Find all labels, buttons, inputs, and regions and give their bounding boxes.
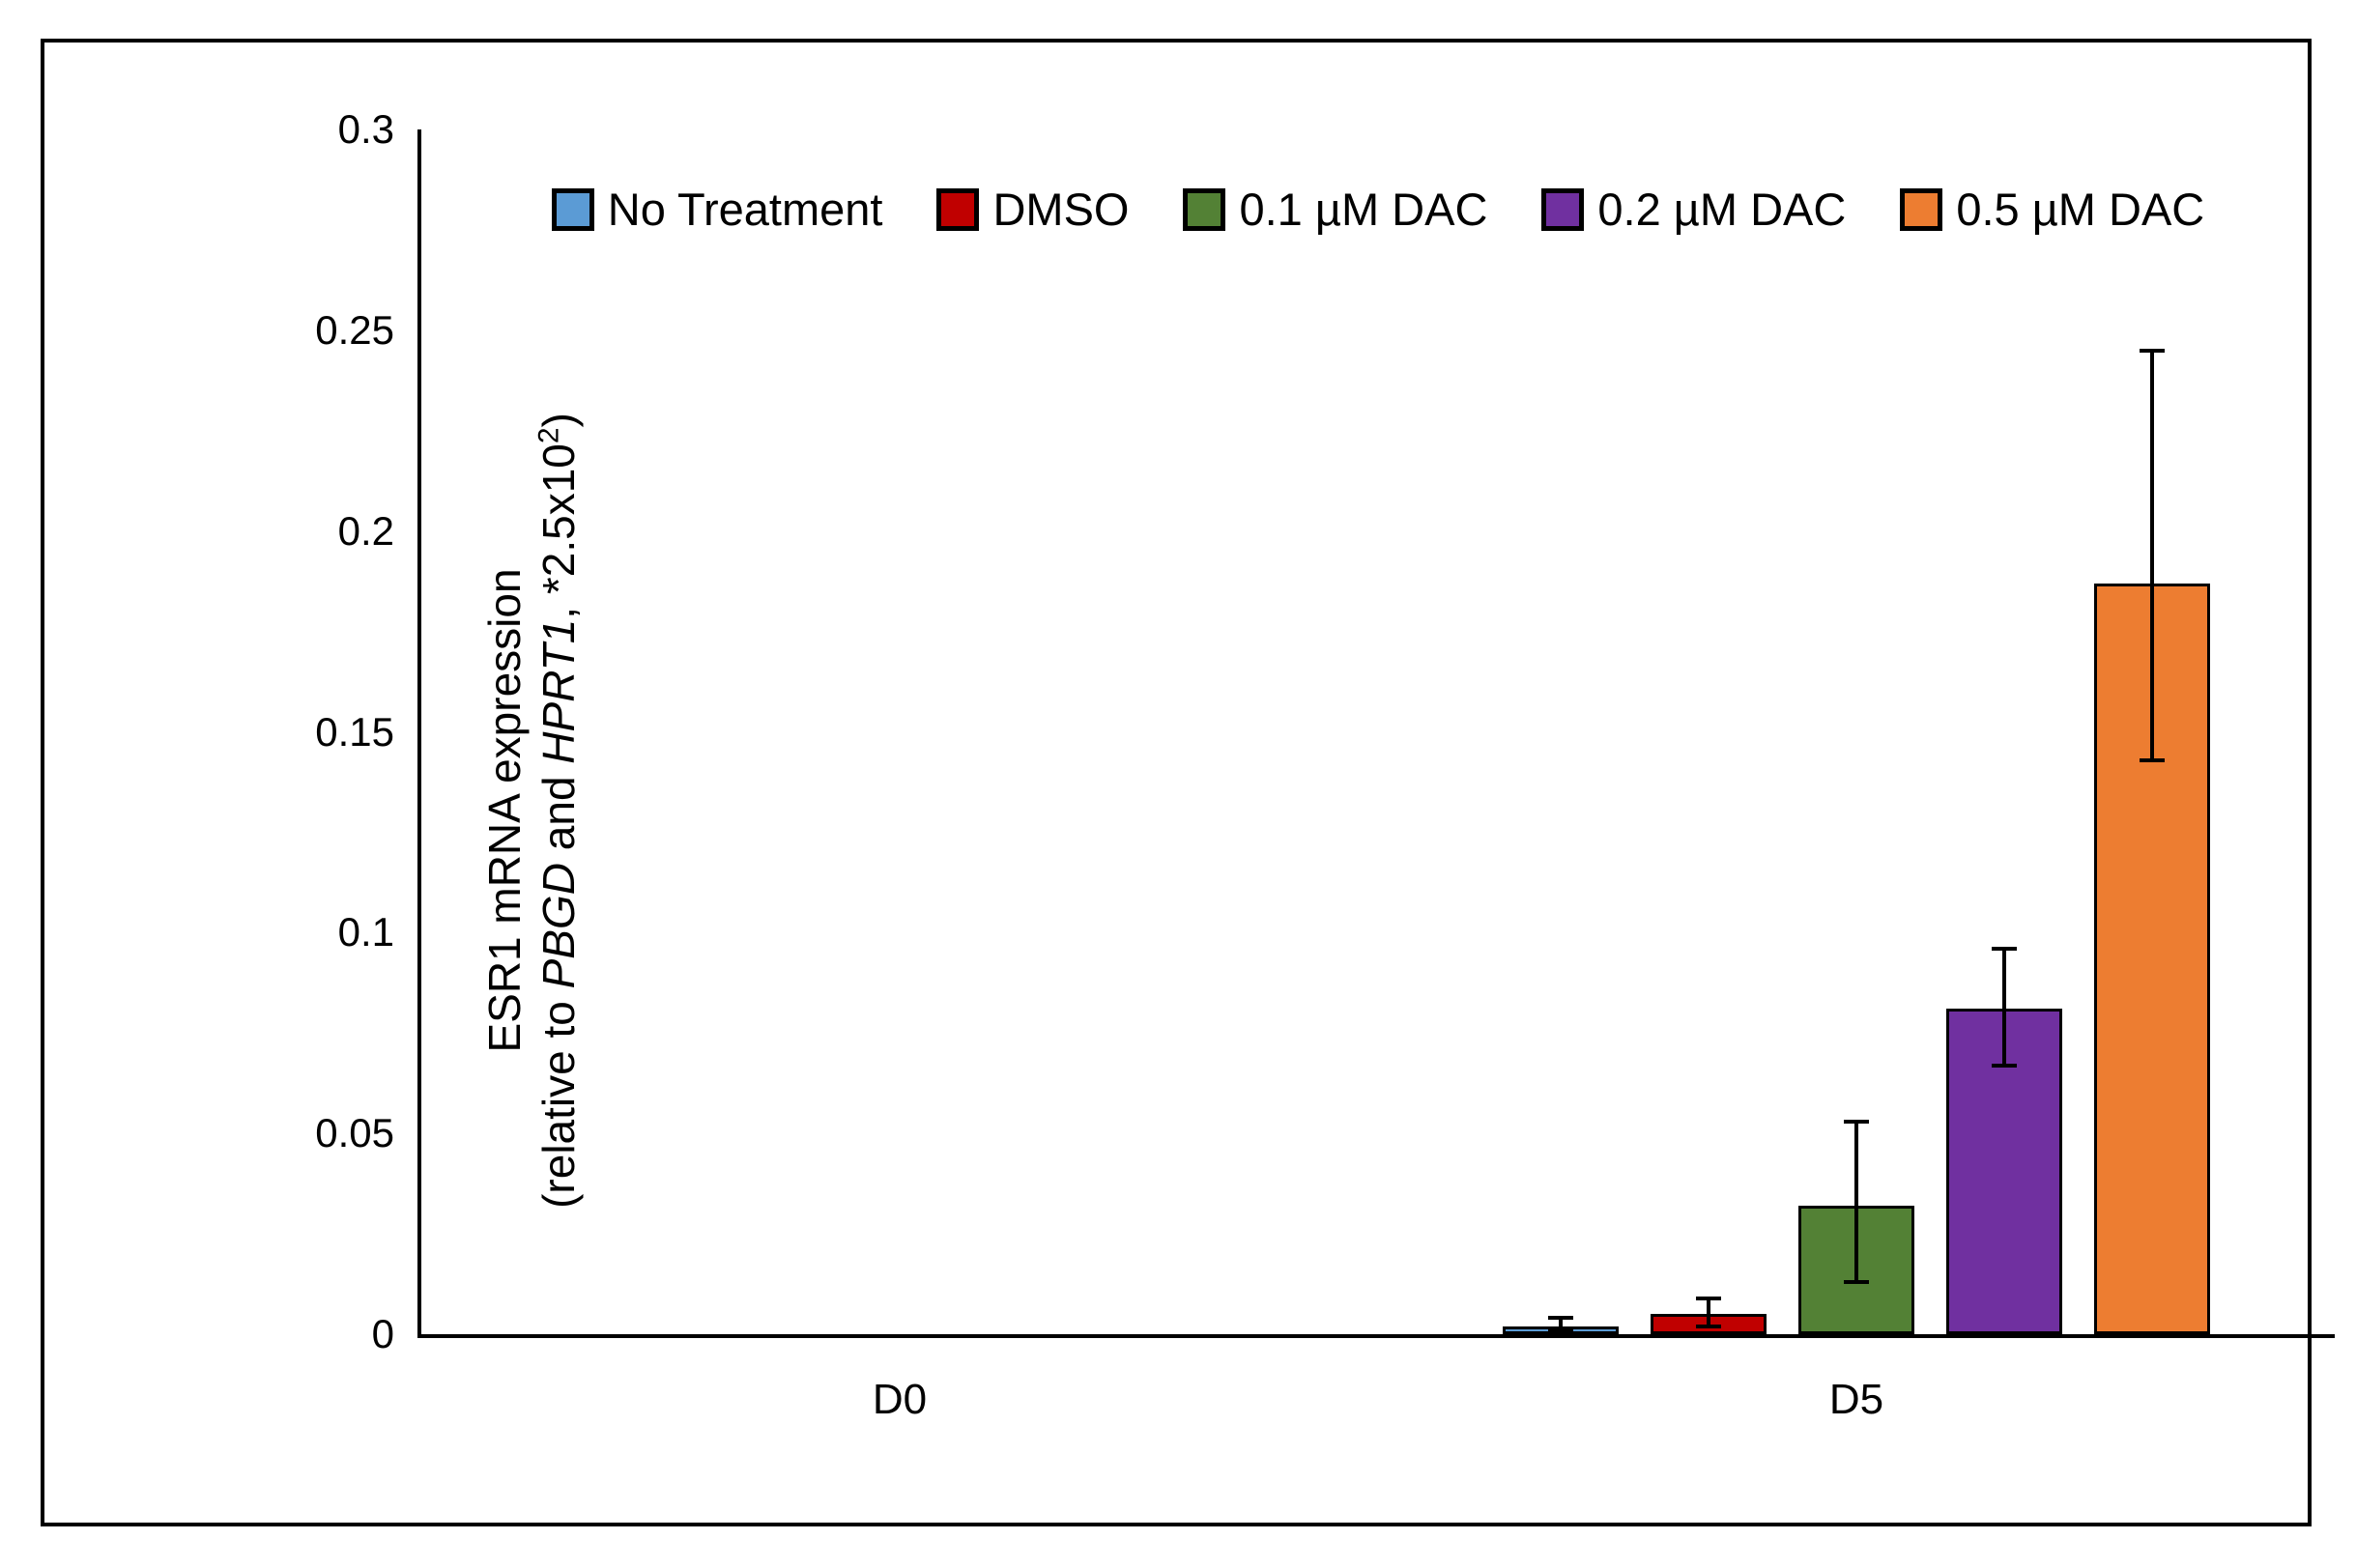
error-bar-cap [2140, 348, 2165, 353]
y-axis-title-line2: (relative to PBGD and HPRT1, *2.5x102) [532, 279, 586, 1342]
y-tick-label: 0.1 [337, 909, 394, 955]
y-title-tail: , *2.5x10 [533, 443, 585, 619]
error-bar-line [2150, 350, 2154, 760]
y-tick-label: 0.3 [337, 106, 394, 152]
legend-label: 0.2 µM DAC [1597, 184, 1847, 235]
error-bar-cap [1844, 1119, 1869, 1124]
legend-label: 0.5 µM DAC [1956, 184, 2205, 235]
error-bar-cap [1844, 1279, 1869, 1284]
error-bar-cap [1548, 1327, 1573, 1332]
y-title-gene-hprt1: HPRT1 [533, 618, 585, 764]
legend-item: DMSO [936, 183, 1129, 236]
bar [2094, 583, 2210, 1334]
y-title-gene-pbgd: PBGD [533, 863, 585, 989]
legend-swatch-icon [936, 187, 980, 231]
y-tick-label: 0.15 [315, 708, 394, 755]
y-tick-label: 0 [371, 1311, 394, 1356]
legend-item: 0.2 µM DAC [1541, 183, 1846, 236]
y-axis-title: ESR1 mRNA expression (relative to PBGD a… [477, 279, 593, 1342]
error-bar-line [1559, 1318, 1563, 1330]
x-axis-line [417, 1334, 2335, 1338]
error-bar-cap [1992, 1063, 2017, 1068]
legend-item: 0.1 µM DAC [1183, 183, 1487, 236]
legend-swatch-icon [1541, 187, 1585, 231]
legend-swatch-icon [1183, 187, 1226, 231]
error-bar-cap [1992, 946, 2017, 951]
chart-legend: No Treatment DMSO 0.1 µM DAC 0.2 µM DAC 0.5 … [421, 183, 2335, 236]
error-bar-cap [1696, 1324, 1721, 1328]
y-tick-label: 0.25 [315, 306, 394, 353]
y-title-exponent: 2 [532, 427, 565, 444]
y-title-close: ) [533, 413, 585, 428]
legend-item: No Treatment [551, 183, 883, 236]
y-tick-label: 0.05 [315, 1110, 394, 1156]
y-axis-line [417, 129, 421, 1338]
error-bar-cap [1548, 1316, 1573, 1321]
legend-item: 0.5 µM DAC [1900, 183, 2204, 236]
legend-label: No Treatment [607, 184, 883, 235]
error-bar-line [2002, 948, 2006, 1066]
y-axis-title-line1: ESR1 mRNA expression [479, 568, 530, 1053]
error-bar-cap [2140, 757, 2165, 762]
y-tick-label: 0.2 [337, 507, 394, 554]
error-bar-line [1707, 1297, 1710, 1326]
legend-swatch-icon [551, 187, 594, 231]
y-title-mid: and [533, 763, 585, 863]
y-title-open: (relative to [533, 988, 585, 1209]
legend-label: 0.1 µM DAC [1239, 184, 1488, 235]
figure-border: No Treatment DMSO 0.1 µM DAC 0.2 µM DAC 0.5 … [41, 39, 2335, 1526]
x-category-label: D0 [872, 1376, 928, 1423]
error-bar-line [1854, 1121, 1858, 1282]
error-bar-cap [1696, 1296, 1721, 1300]
legend-swatch-icon [1900, 187, 1943, 231]
x-category-label: D5 [1828, 1376, 1884, 1423]
legend-label: DMSO [992, 184, 1130, 235]
plot-area: No Treatment DMSO 0.1 µM DAC 0.2 µM DAC 0.5 … [315, 109, 2335, 1423]
